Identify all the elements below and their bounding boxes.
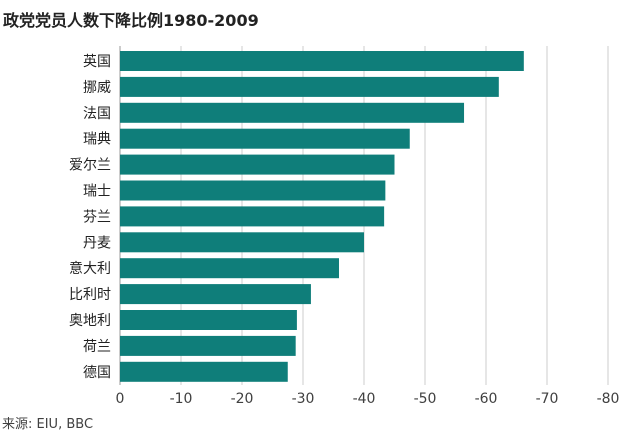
bar <box>120 102 465 123</box>
category-label: 意大利 <box>69 260 111 277</box>
x-tick-label: -70 <box>536 391 559 407</box>
category-label: 瑞典 <box>83 132 111 148</box>
x-axis-ticks: 0 -10 -20 -30 -40 -50 -60 -70 -80 <box>116 391 620 407</box>
category-label: 比利时 <box>69 287 111 303</box>
bar <box>120 76 499 97</box>
bars <box>120 51 524 382</box>
x-tick-label: -30 <box>292 391 315 407</box>
category-label: 丹麦 <box>83 235 111 251</box>
x-tick-label: -80 <box>597 391 620 407</box>
category-label: 荷兰 <box>83 339 111 355</box>
bar <box>120 206 385 227</box>
bar <box>120 180 386 201</box>
x-tick-label: -20 <box>231 391 254 407</box>
category-label: 芬兰 <box>83 209 111 225</box>
bar <box>120 361 288 382</box>
x-tick-label: -60 <box>475 391 498 407</box>
x-tick-label: -10 <box>170 391 193 407</box>
source-note: 来源: EIU, BBC <box>2 417 94 432</box>
chart-title: 政党党员人数下降比例1980-2009 <box>3 11 259 30</box>
bar <box>120 128 410 149</box>
category-label: 挪威 <box>83 80 111 96</box>
bar <box>120 258 339 279</box>
category-label: 英国 <box>83 53 111 70</box>
category-label: 瑞士 <box>83 184 111 200</box>
category-label: 德国 <box>83 365 111 381</box>
bar <box>120 154 395 175</box>
bar <box>120 284 311 305</box>
x-tick-label: -40 <box>353 391 376 407</box>
x-tick-label: 0 <box>116 391 125 407</box>
x-tick-label: -50 <box>414 391 437 407</box>
category-label: 爱尔兰 <box>69 158 111 174</box>
category-label: 奥地利 <box>69 312 111 329</box>
bar <box>120 232 364 253</box>
category-label: 法国 <box>83 106 111 122</box>
bar <box>120 310 297 330</box>
bar <box>120 335 296 356</box>
bar <box>120 51 524 71</box>
